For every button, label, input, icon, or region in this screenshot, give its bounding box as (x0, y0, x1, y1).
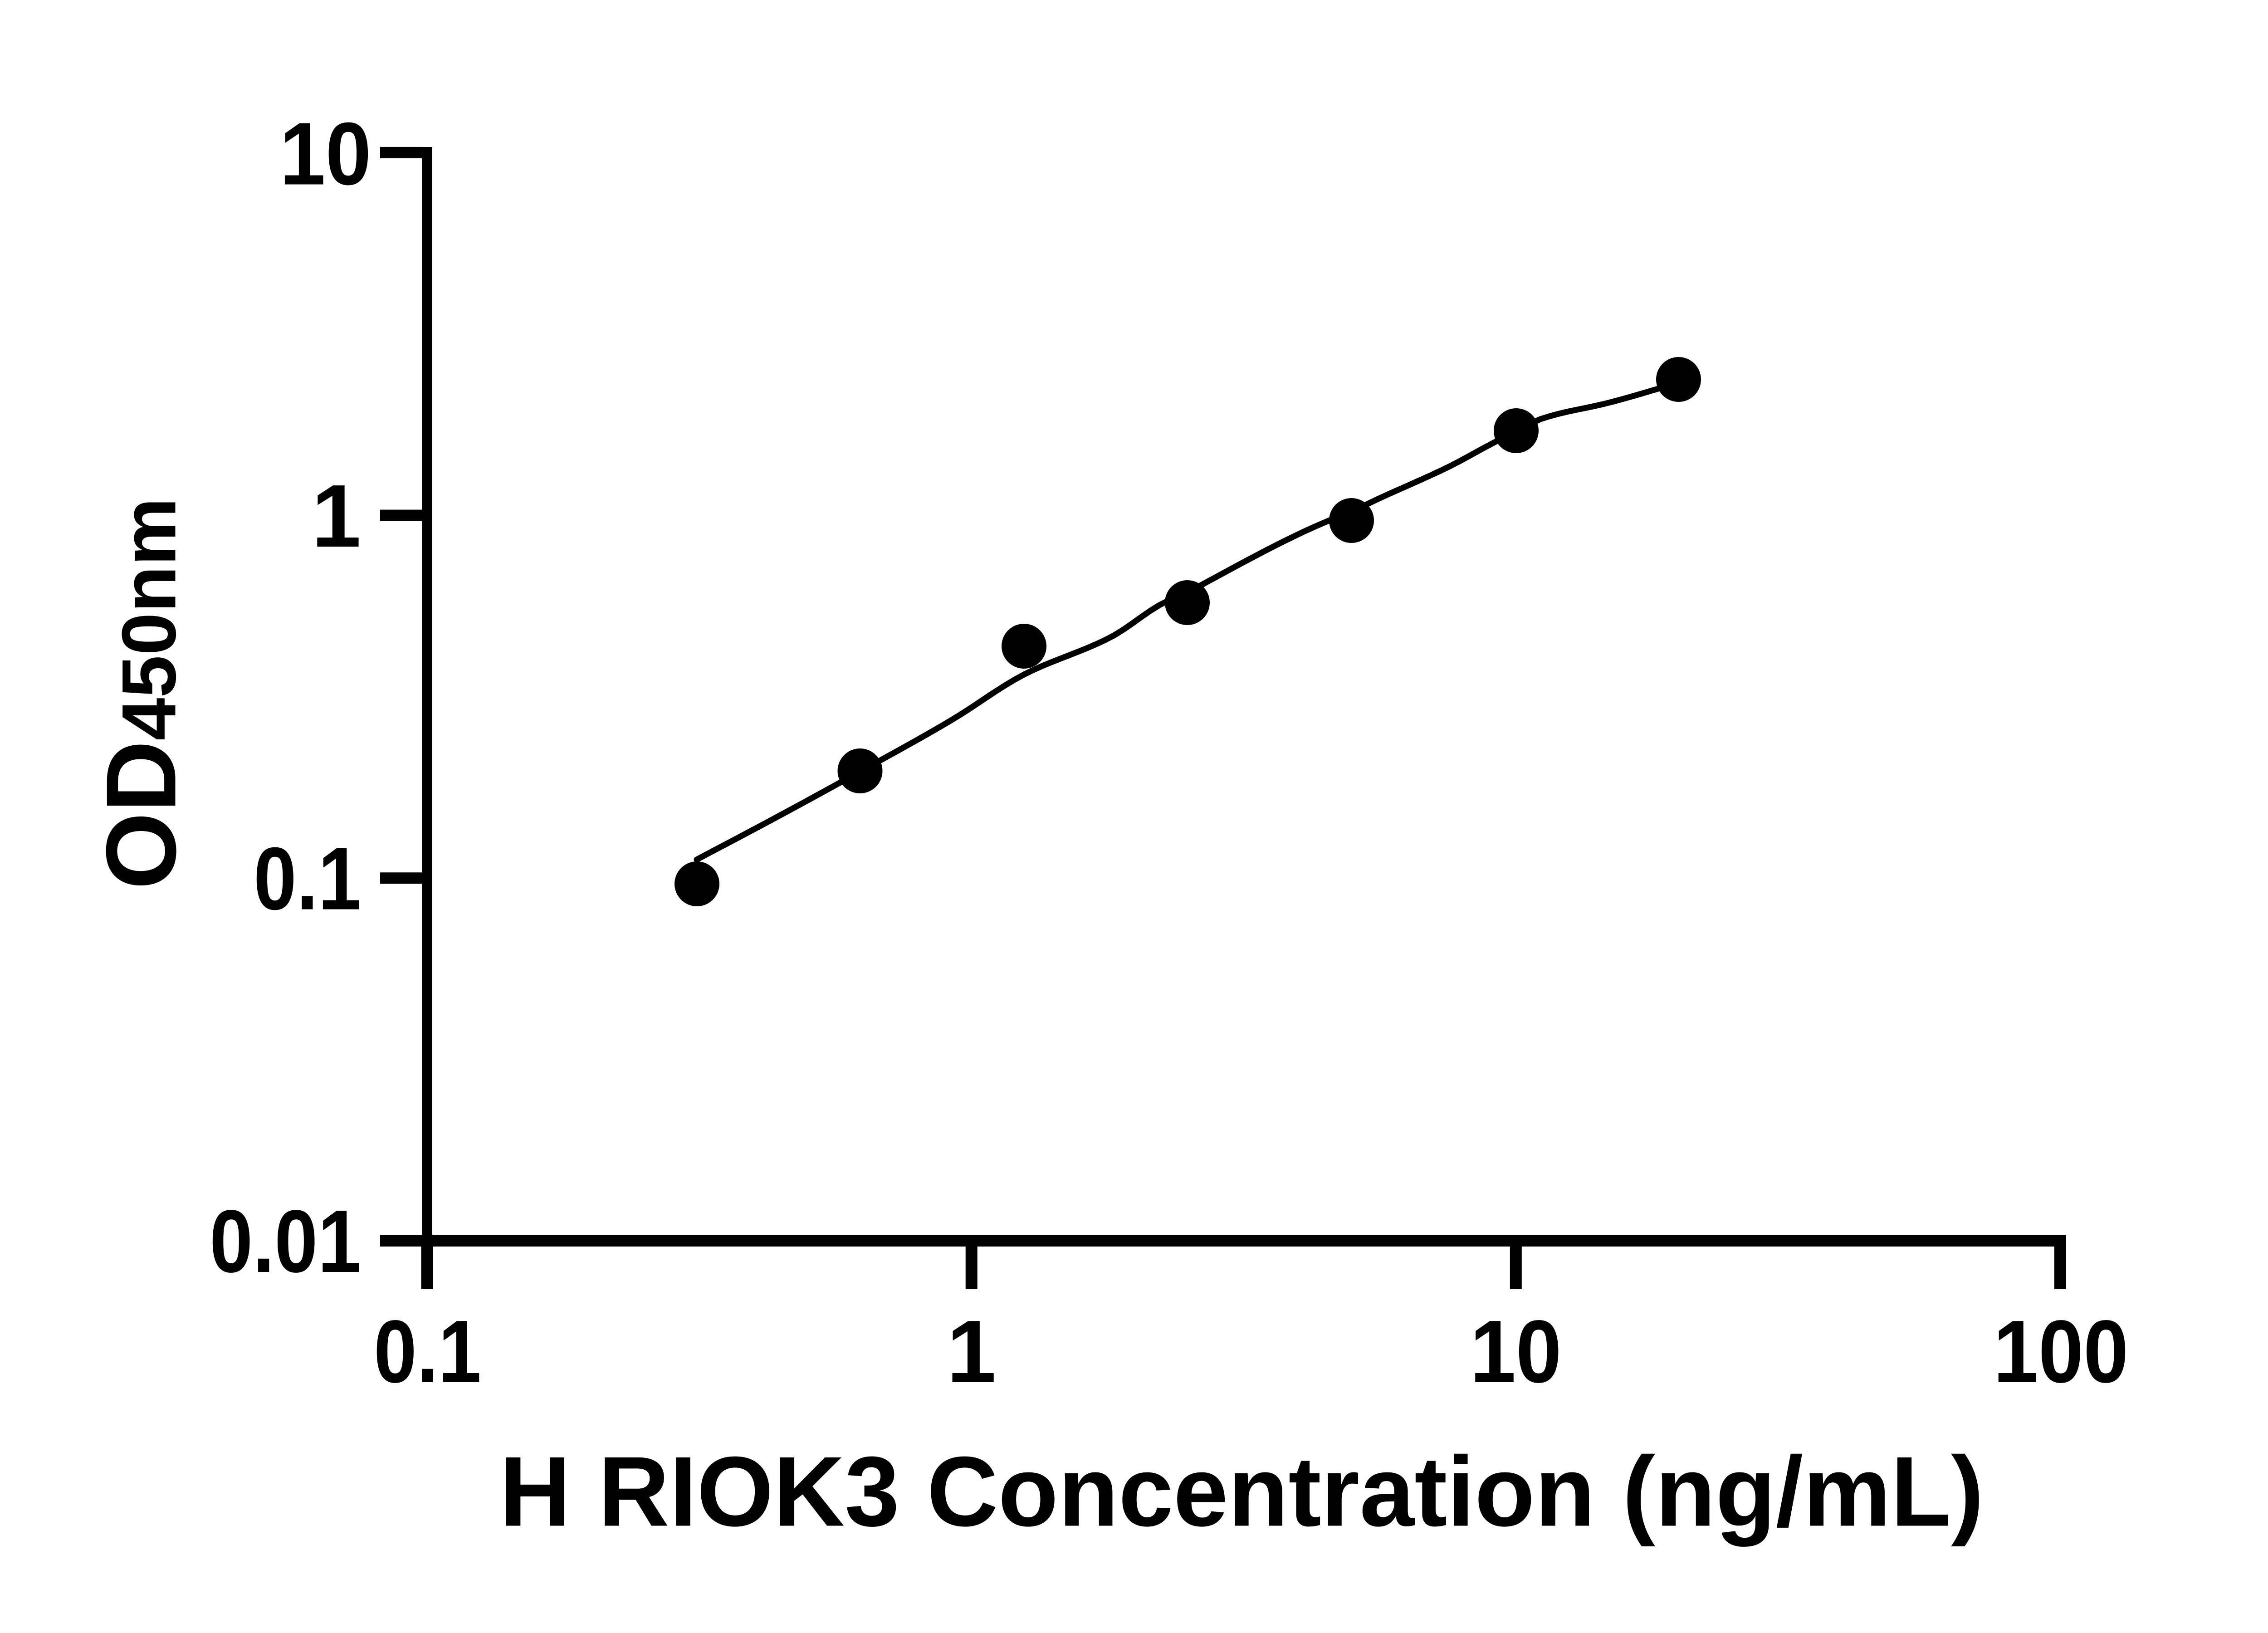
svg-text:0.1: 0.1 (254, 829, 361, 929)
svg-text:1: 1 (312, 466, 361, 566)
svg-text:1: 1 (947, 1302, 996, 1401)
svg-text:10: 10 (280, 104, 371, 204)
svg-text:100: 100 (1994, 1302, 2129, 1401)
svg-text:10: 10 (1470, 1302, 1562, 1401)
svg-text:OD450nm: OD450nm (86, 498, 197, 890)
svg-text:0.1: 0.1 (374, 1302, 481, 1401)
svg-text:0.01: 0.01 (210, 1192, 361, 1291)
svg-text:H RIOK3 Concentration (ng/mL): H RIOK3 Concentration (ng/mL) (500, 1437, 1984, 1547)
